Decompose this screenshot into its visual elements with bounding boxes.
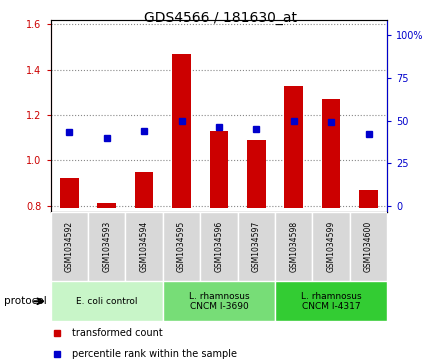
Text: L. rhamnosus
CNCM I-3690: L. rhamnosus CNCM I-3690: [189, 291, 249, 311]
Bar: [209, 131, 228, 208]
Bar: [125, 212, 163, 281]
Bar: [51, 281, 163, 321]
Bar: [247, 140, 266, 208]
Bar: [51, 212, 88, 281]
Text: GSM1034596: GSM1034596: [214, 221, 224, 273]
Text: GDS4566 / 181630_at: GDS4566 / 181630_at: [143, 11, 297, 25]
Bar: [284, 86, 303, 208]
Text: GSM1034600: GSM1034600: [364, 221, 373, 273]
Text: percentile rank within the sample: percentile rank within the sample: [73, 349, 238, 359]
Bar: [275, 281, 387, 321]
Bar: [163, 212, 200, 281]
Bar: [88, 212, 125, 281]
Bar: [97, 203, 116, 208]
Bar: [312, 212, 350, 281]
Bar: [350, 212, 387, 281]
Text: GSM1034599: GSM1034599: [326, 221, 336, 273]
Text: GSM1034597: GSM1034597: [252, 221, 261, 273]
Bar: [359, 190, 378, 208]
Bar: [200, 212, 238, 281]
Bar: [275, 212, 312, 281]
Bar: [135, 172, 154, 208]
Text: GSM1034594: GSM1034594: [139, 221, 149, 273]
Text: GSM1034595: GSM1034595: [177, 221, 186, 273]
Bar: [322, 99, 341, 208]
Text: L. rhamnosus
CNCM I-4317: L. rhamnosus CNCM I-4317: [301, 291, 361, 311]
Text: protocol: protocol: [4, 296, 47, 306]
Bar: [163, 281, 275, 321]
Text: GSM1034592: GSM1034592: [65, 221, 74, 272]
Text: transformed count: transformed count: [73, 328, 163, 338]
Text: GSM1034598: GSM1034598: [289, 221, 298, 272]
Text: E. coli control: E. coli control: [76, 297, 137, 306]
Bar: [60, 178, 79, 208]
Bar: [238, 212, 275, 281]
Text: GSM1034593: GSM1034593: [102, 221, 111, 273]
Bar: [172, 54, 191, 208]
